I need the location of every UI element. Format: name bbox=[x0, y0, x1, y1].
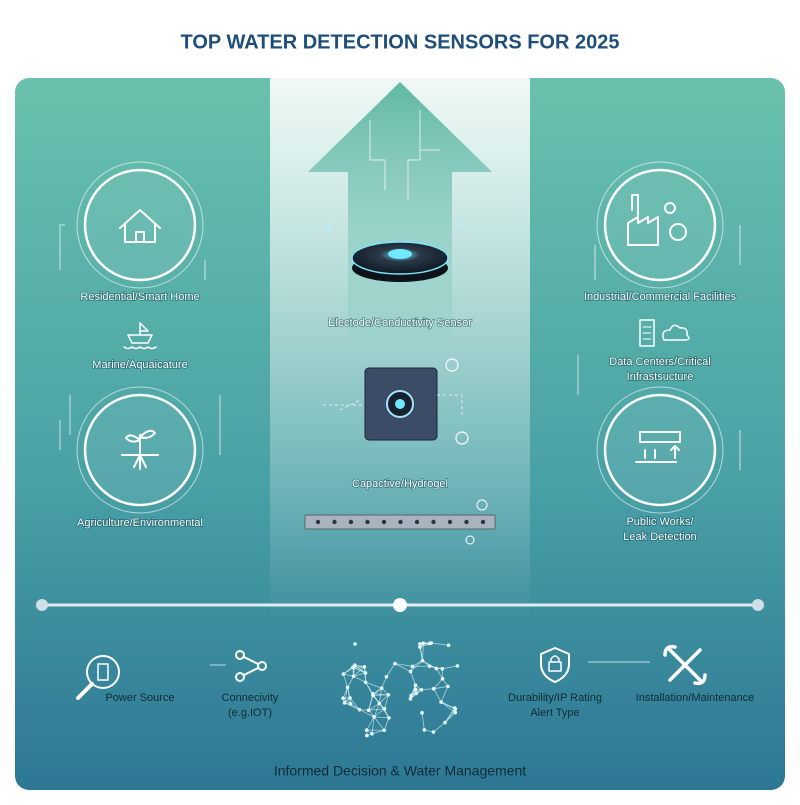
brain-node bbox=[432, 730, 436, 734]
brain-node bbox=[393, 662, 397, 666]
brain-node bbox=[372, 715, 376, 719]
brain-node bbox=[428, 664, 432, 668]
brain-node bbox=[411, 665, 415, 669]
label: Connecivity bbox=[222, 692, 279, 704]
strip-dot bbox=[349, 520, 353, 524]
brain-node bbox=[370, 732, 374, 736]
brain-node bbox=[418, 645, 422, 649]
label: Electode/Conductivity Sensor bbox=[328, 317, 472, 329]
label: Alert Type bbox=[530, 707, 579, 719]
label: Installation/Maintenance bbox=[636, 692, 755, 704]
label: Infrastsucture bbox=[627, 371, 694, 383]
brain-node bbox=[440, 667, 444, 671]
brain-node bbox=[342, 672, 346, 676]
strip-dot bbox=[332, 520, 336, 524]
brain-node bbox=[441, 677, 445, 681]
brain-node bbox=[414, 683, 418, 687]
brain-node bbox=[447, 643, 451, 647]
strip-dot bbox=[448, 520, 452, 524]
brain-node bbox=[364, 680, 368, 684]
brain-node bbox=[367, 708, 371, 712]
brain-node bbox=[446, 685, 450, 689]
brain-node bbox=[428, 642, 432, 646]
strip-dot bbox=[481, 520, 485, 524]
brain-node bbox=[439, 700, 443, 704]
brain-node bbox=[418, 642, 422, 646]
strip-dot bbox=[431, 520, 435, 524]
brain-node bbox=[456, 664, 460, 668]
brain-node bbox=[348, 696, 352, 700]
brain-node bbox=[346, 686, 350, 690]
brain-node bbox=[385, 675, 389, 679]
brain-node bbox=[423, 728, 427, 732]
brain-node bbox=[409, 694, 413, 698]
strip-dot bbox=[398, 520, 402, 524]
strip-dot bbox=[316, 520, 320, 524]
brain-node bbox=[380, 686, 384, 690]
brain-node bbox=[454, 707, 458, 711]
strip-dot bbox=[464, 520, 468, 524]
strip-dot bbox=[382, 520, 386, 524]
brain-node bbox=[420, 711, 424, 715]
label: Public Works/ bbox=[626, 516, 694, 528]
brain-node bbox=[365, 728, 369, 732]
brain-node bbox=[443, 721, 447, 725]
brain-node bbox=[382, 728, 386, 732]
brain-node bbox=[351, 665, 355, 669]
footer: Informed Decision & Water Management bbox=[274, 763, 526, 779]
brain-node bbox=[341, 696, 345, 700]
brain-node bbox=[422, 641, 426, 645]
brain-node bbox=[415, 692, 419, 696]
brain-node bbox=[358, 708, 362, 712]
brain-node bbox=[414, 688, 418, 692]
label: Leak Detection bbox=[623, 531, 696, 543]
label: Residential/Smart Home bbox=[80, 291, 199, 303]
label: Capactive/Hydrogel bbox=[352, 478, 448, 490]
brain-node bbox=[435, 667, 439, 671]
strip-dot bbox=[365, 520, 369, 524]
label: Marine/Aquaicature bbox=[92, 359, 187, 371]
brain-node bbox=[387, 716, 391, 720]
brain-node bbox=[409, 697, 413, 701]
brain-node bbox=[409, 670, 413, 674]
brain-node bbox=[378, 702, 382, 706]
brain-node bbox=[371, 692, 375, 696]
label: Data Centers/Critical bbox=[609, 356, 710, 368]
brain-node bbox=[352, 674, 356, 678]
strip-dot bbox=[415, 520, 419, 524]
label: (e.g.IOT) bbox=[228, 707, 272, 719]
label: Power Source bbox=[105, 692, 174, 704]
label: Industrial/Commercial Facilities bbox=[584, 291, 737, 303]
label: Agriculture/Environmental bbox=[77, 517, 203, 529]
brain-node bbox=[349, 702, 353, 706]
brain-node bbox=[365, 734, 369, 738]
title: TOP WATER DETECTION SENSORS FOR 2025 bbox=[181, 31, 620, 53]
brain-node bbox=[421, 659, 425, 663]
brain-node bbox=[343, 701, 347, 705]
brain-node bbox=[383, 707, 387, 711]
brain-node bbox=[364, 671, 368, 675]
brain-node bbox=[363, 665, 367, 669]
brain-node bbox=[387, 693, 391, 697]
brain-node bbox=[453, 711, 457, 715]
brain-node bbox=[353, 642, 357, 646]
label: Durability/IP Rating bbox=[508, 692, 602, 704]
brain-node bbox=[420, 688, 424, 692]
brain-node bbox=[432, 687, 436, 691]
